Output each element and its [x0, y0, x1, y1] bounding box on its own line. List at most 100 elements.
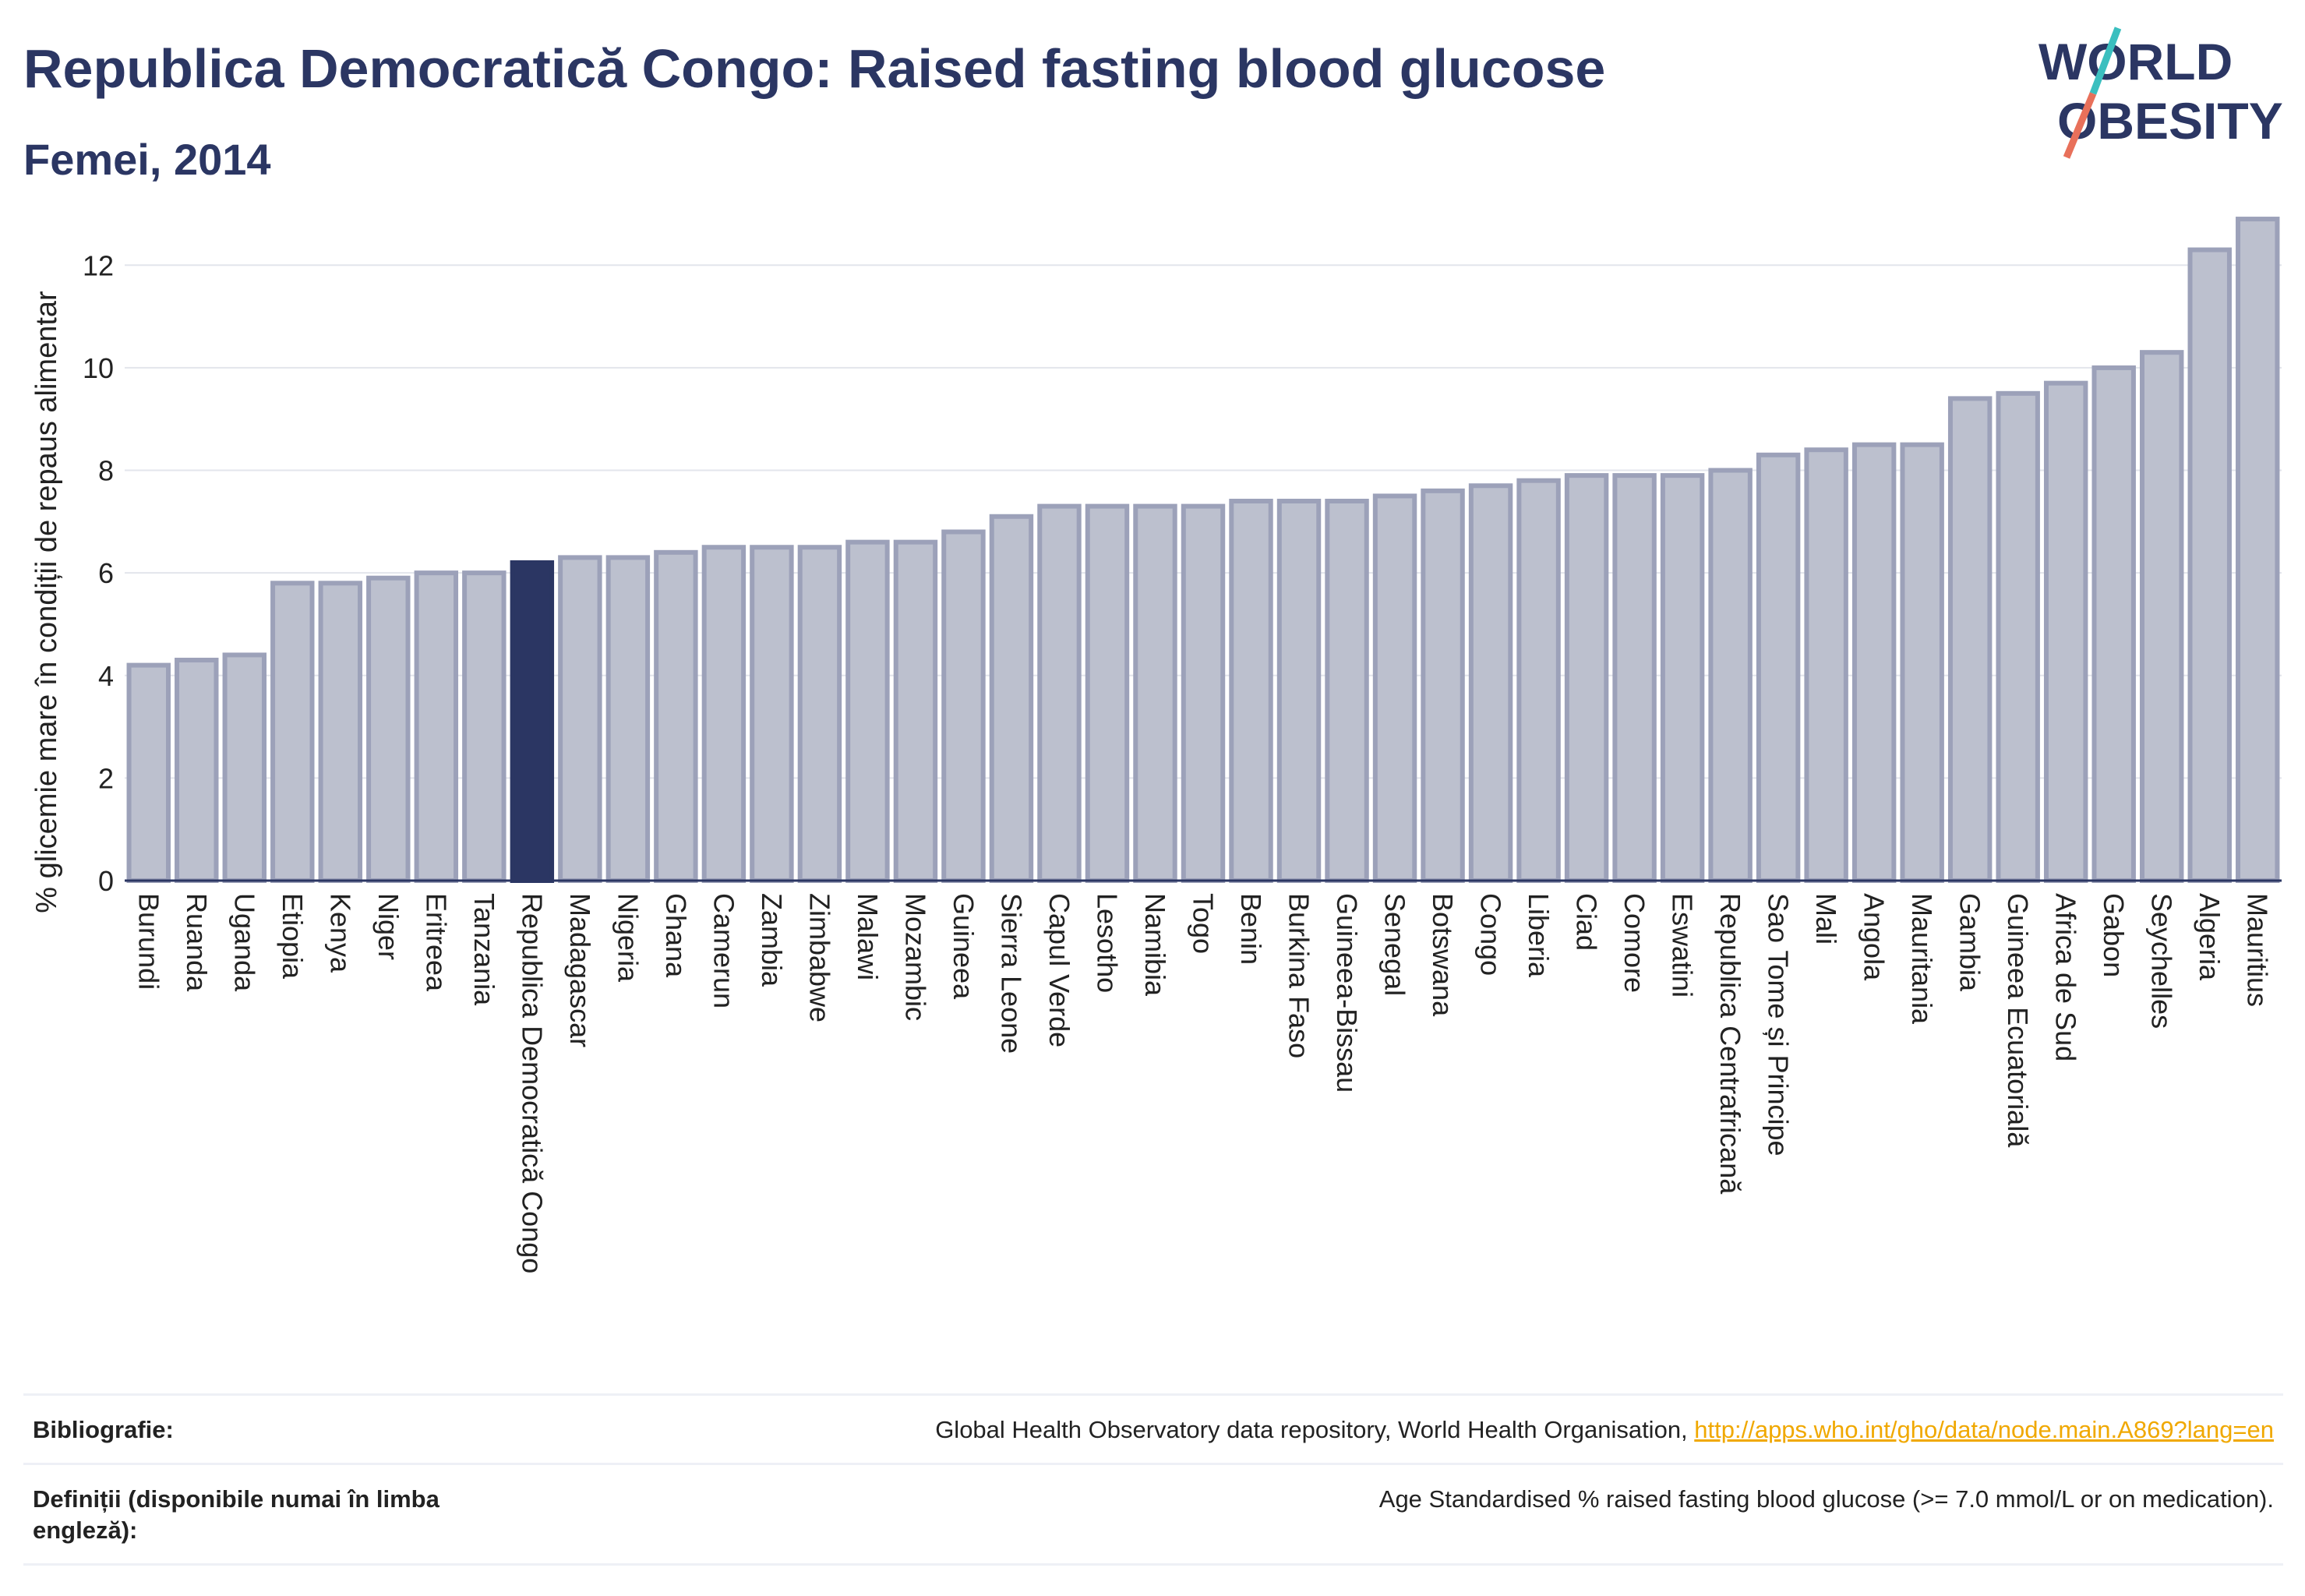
- bar: [558, 555, 602, 883]
- x-tick-label: Congo: [1475, 893, 1507, 976]
- bar: [750, 545, 794, 884]
- bibliography-row: Bibliografie: Global Health Observatory …: [23, 1393, 2283, 1463]
- x-tick-label: Zimbabwe: [803, 893, 835, 1022]
- bar: [1900, 442, 1944, 883]
- x-tick-labels: Burundi Ruanda Uganda Etiopia Kenya Niger Erit…: [132, 893, 2273, 1273]
- page-title: Republica Democratică Congo: Raised fast…: [23, 38, 1606, 99]
- x-tick-label: Mozambic: [899, 893, 931, 1021]
- x-tick-label: Africa de Sud: [2050, 893, 2082, 1061]
- bar: [1133, 503, 1177, 883]
- bar: [845, 539, 890, 883]
- logo-slash-bottom: [2063, 92, 2097, 159]
- x-tick-label: Ciad: [1571, 893, 1603, 951]
- x-tick-label: Etiopia: [277, 893, 309, 980]
- y-tick-label: 12: [83, 249, 114, 281]
- y-tick-label: 0: [98, 865, 114, 897]
- y-axis-label: % glicemie mare în condiții de repaus al…: [30, 291, 63, 913]
- x-tick-label: Namibia: [1139, 893, 1171, 997]
- definitions-row: Definiții (disponibile numai în limba en…: [23, 1463, 2283, 1566]
- x-tick-label: Kenya: [324, 893, 356, 973]
- x-tick-label: Guineea-Bissau: [1331, 893, 1363, 1093]
- bar: [1708, 468, 1753, 883]
- logo-line1: WORLD: [2038, 33, 2233, 90]
- x-tick-label: Madagascar: [564, 893, 596, 1047]
- bar: [2140, 350, 2184, 883]
- logo-slash-top: [2089, 26, 2122, 95]
- bar: [1276, 499, 1322, 883]
- x-tick-label: Guineea: [948, 893, 980, 1000]
- x-tick-label: Republica Democratică Congo: [516, 893, 548, 1273]
- x-tick-label: Eritreea: [420, 893, 452, 992]
- x-tick-label: Zambia: [756, 893, 788, 987]
- x-tick-label: Republica Centrafricană: [1714, 893, 1746, 1195]
- y-tick-label: 2: [98, 762, 114, 794]
- y-tick-label: 10: [83, 352, 114, 384]
- y-ticks: 0 2 4 6 8 10 12: [83, 249, 114, 897]
- bar: [222, 652, 267, 883]
- bar: [1229, 499, 1273, 883]
- x-tick-label: Sierra Leone: [995, 893, 1027, 1054]
- definitions-value: Age Standardised % raised fasting blood …: [1378, 1485, 2274, 1513]
- bar: [1037, 503, 1082, 883]
- x-tick-label: Burundi: [132, 893, 164, 990]
- x-tick-label: Niger: [372, 893, 404, 960]
- bar: [1564, 473, 1609, 883]
- bar: [126, 662, 171, 884]
- bar: [1947, 396, 1993, 884]
- bar: [270, 581, 315, 883]
- x-tick-label: Senegal: [1379, 893, 1411, 996]
- x-tick-label: Benin: [1235, 893, 1267, 965]
- bar: [1516, 478, 1561, 883]
- x-tick-label: Togo: [1188, 893, 1220, 954]
- x-tick-label: Mauritius: [2242, 893, 2274, 1007]
- y-tick-label: 4: [98, 660, 114, 692]
- bar: [366, 575, 411, 884]
- x-tick-label: Mauritania: [1906, 893, 1938, 1025]
- bar: [318, 581, 363, 883]
- x-tick-label: Ruanda: [181, 893, 213, 992]
- x-tick-label: Uganda: [228, 893, 260, 992]
- bar: [1804, 447, 1848, 883]
- bar: [1421, 488, 1465, 884]
- bar: [2236, 217, 2280, 883]
- x-tick-label: Guineea Ecuatorială: [2002, 893, 2034, 1148]
- bar-chart: 0 2 4 6 8 10 12 Burundi Ruanda Uganda Etiopia Keny…: [30, 217, 2282, 1273]
- x-tick-label: Eswatini: [1667, 893, 1699, 998]
- x-tick-label: Ghana: [660, 893, 692, 978]
- bar: [414, 570, 459, 883]
- bar: [2043, 380, 2088, 883]
- bar: [1996, 390, 2040, 883]
- bar: [941, 529, 986, 883]
- bar: [989, 514, 1034, 883]
- bar: [654, 549, 698, 884]
- page-subtitle: Femei, 2014: [23, 135, 271, 184]
- logo-line2: OBESITY: [2057, 92, 2283, 150]
- bar: [797, 545, 842, 884]
- bibliography-value: Global Health Observatory data repositor…: [935, 1414, 2274, 1446]
- x-tick-label: Algeria: [2194, 893, 2226, 981]
- bar: [1181, 503, 1226, 883]
- bar: [510, 560, 555, 883]
- x-tick-label: Nigeria: [612, 893, 644, 983]
- bar: [1085, 503, 1130, 883]
- x-tick-label: Seychelles: [2146, 893, 2178, 1029]
- x-tick-label: Gabon: [2098, 893, 2130, 977]
- bar: [2091, 365, 2136, 884]
- bar: [893, 539, 938, 883]
- bibliography-link[interactable]: http://apps.who.int/gho/data/node.main.A…: [1694, 1416, 2274, 1443]
- x-tick-label: Lesotho: [1091, 893, 1123, 993]
- x-tick-label: Camerun: [708, 893, 740, 1008]
- bibliography-text: Global Health Observatory data repositor…: [935, 1416, 1695, 1443]
- x-tick-label: Comore: [1618, 893, 1650, 993]
- bar: [1325, 499, 1369, 883]
- x-tick-label: Capul Verde: [1043, 893, 1075, 1047]
- y-tick-label: 6: [98, 557, 114, 589]
- y-tick-label: 8: [98, 455, 114, 487]
- x-tick-label: Botswana: [1427, 893, 1459, 1017]
- bibliography-label: Bibliografie:: [33, 1416, 174, 1443]
- x-tick-label: Mali: [1810, 893, 1842, 945]
- bar: [2187, 247, 2232, 884]
- bar: [175, 658, 219, 883]
- bar: [605, 555, 651, 883]
- bar: [1756, 452, 1801, 883]
